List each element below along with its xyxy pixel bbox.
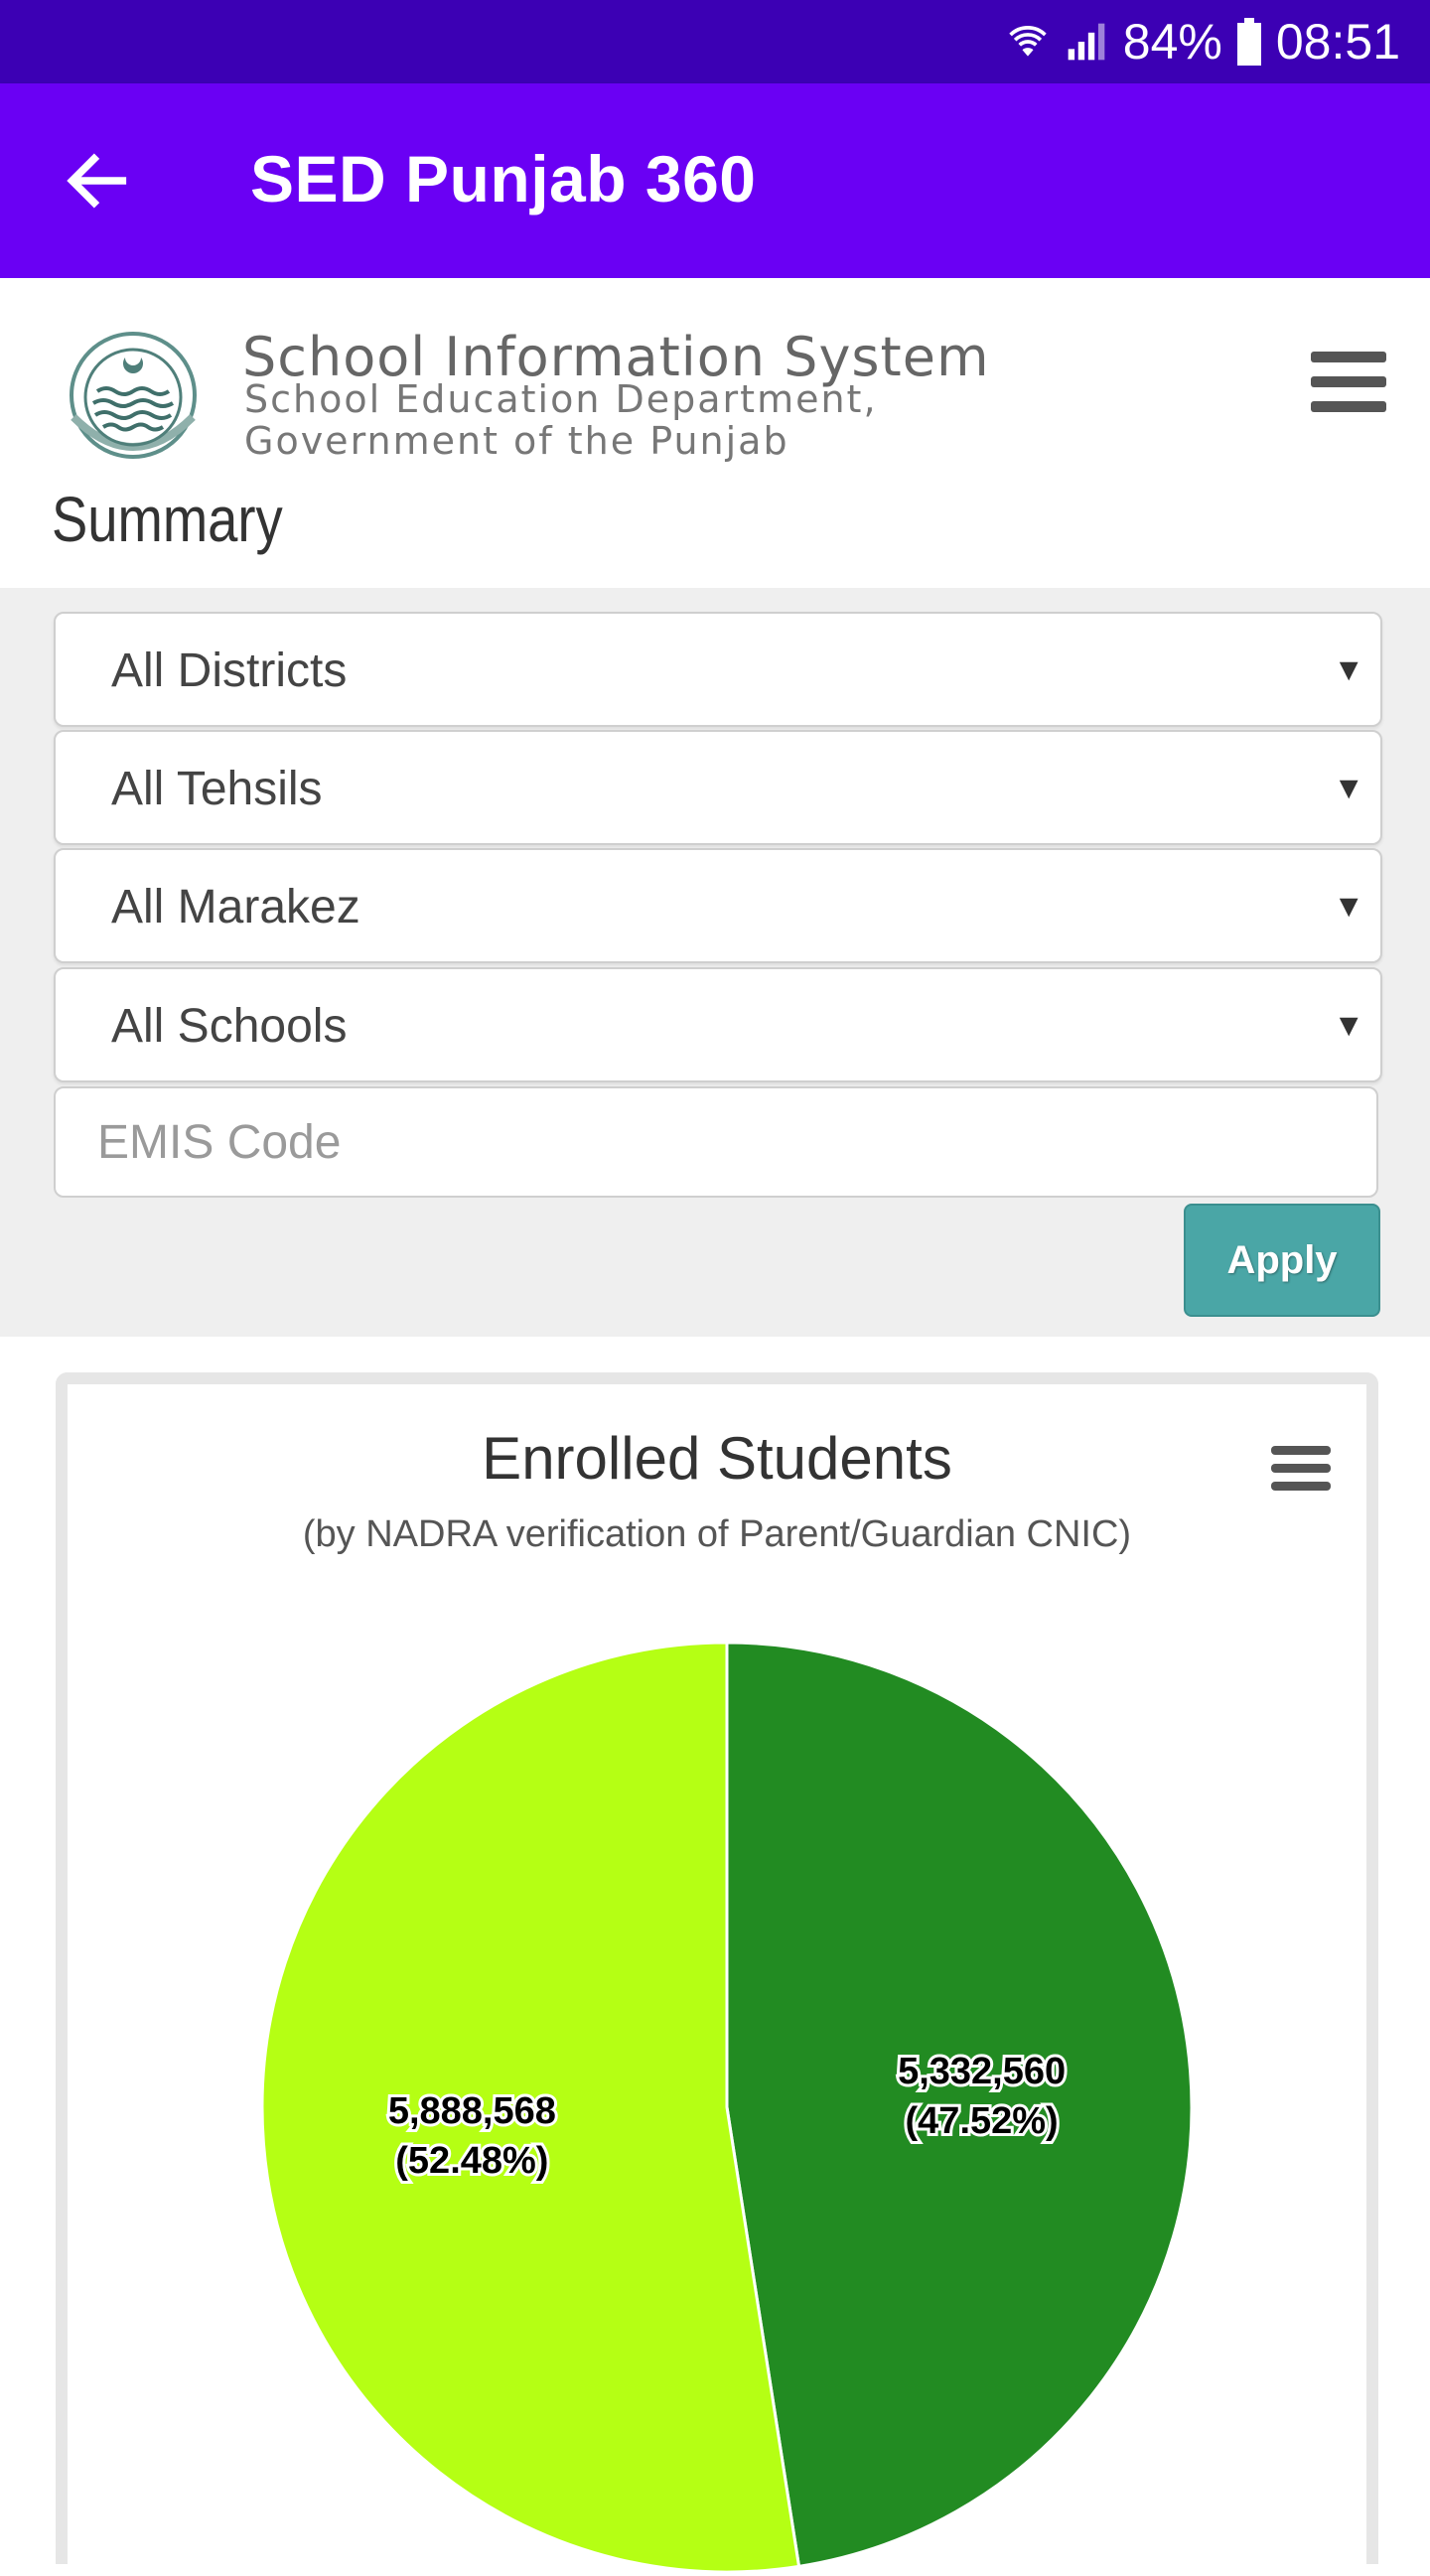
school-select-value: All Schools [111, 1000, 348, 1053]
filter-panel: All Districts ▼ All Tehsils ▼ All Marake… [0, 588, 1430, 1337]
chart-subtitle: (by NADRA verification of Parent/Guardia… [302, 1513, 1132, 1555]
site-header: School Information System School Educati… [0, 278, 1430, 588]
caret-down-icon: ▼ [1333, 770, 1364, 805]
wifi-icon [1009, 26, 1047, 57]
battery-percent: 84% [1122, 14, 1222, 70]
app-bar: SED Punjab 360 [0, 83, 1430, 278]
page-heading: Summary [52, 484, 283, 555]
apply-button[interactable]: Apply [1184, 1204, 1380, 1317]
caret-down-icon: ▼ [1333, 888, 1364, 924]
back-arrow-icon[interactable] [60, 143, 135, 218]
emis-code-input[interactable] [54, 1086, 1378, 1198]
punjab-emblem-logo [70, 332, 197, 459]
pie-chart: 5,332,560 (47.52%) 5,888,568 (52.48%) [260, 1641, 1194, 2574]
district-select-value: All Districts [111, 644, 348, 697]
pie-slice-value-label-0: 5,332,560 [898, 2051, 1066, 2092]
caret-down-icon: ▼ [1333, 1007, 1364, 1043]
logo-subtitle-department: School Education Department, [244, 377, 878, 421]
markaz-select[interactable]: All Marakez ▼ [54, 848, 1382, 963]
status-icons: 84% 08:51 [1006, 0, 1400, 83]
app-title: SED Punjab 360 [250, 142, 757, 215]
enrolled-students-chart: Enrolled Students (by NADRA verification… [56, 1372, 1378, 2574]
chart-menu-icon[interactable] [1271, 1444, 1331, 1494]
pie-slice-0[interactable] [725, 1641, 1194, 2569]
battery-icon [1236, 18, 1261, 66]
clock: 08:51 [1275, 14, 1400, 70]
school-select[interactable]: All Schools ▼ [54, 967, 1382, 1082]
chart-title: Enrolled Students [482, 1425, 952, 1492]
pie-slice-percent-label-0: (47.52%) [906, 2100, 1059, 2142]
logo-title: School Information System [242, 326, 990, 388]
markaz-select-value: All Marakez [111, 881, 360, 933]
pie-slice-percent-label-1: (52.48%) [395, 2140, 548, 2182]
signal-icon [1068, 23, 1105, 61]
caret-down-icon: ▼ [1333, 651, 1364, 687]
status-bar: 84% 08:51 [0, 0, 1430, 83]
tehsil-select-value: All Tehsils [111, 763, 323, 815]
logo-subtitle-government: Government of the Punjab [244, 419, 789, 463]
district-select[interactable]: All Districts ▼ [54, 612, 1382, 727]
pie-slice-value-label-1: 5,888,568 [388, 2090, 556, 2132]
tehsil-select[interactable]: All Tehsils ▼ [54, 730, 1382, 845]
hamburger-menu-icon[interactable] [1309, 348, 1388, 417]
